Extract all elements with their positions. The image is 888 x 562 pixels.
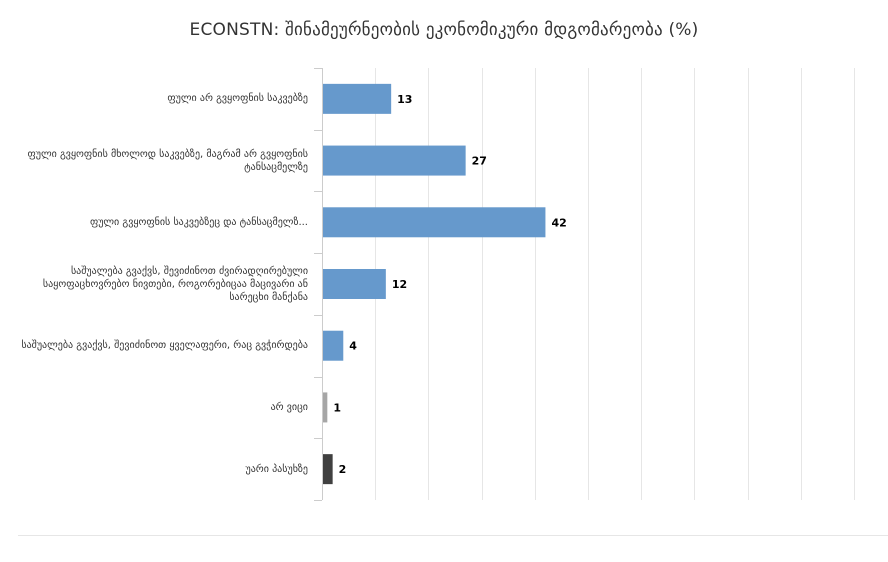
footer-divider — [18, 535, 888, 536]
bar[interactable] — [323, 392, 328, 423]
category-label: ფული არ გვყოფნის საკვებზე — [167, 93, 308, 105]
bar[interactable] — [323, 269, 386, 299]
category-label: ფული გვყოფნის საკვებზეც და ტანსაცმელზ... — [89, 216, 308, 228]
value-label: 42 — [551, 216, 566, 229]
category-label: უარი პასუხზე — [245, 463, 308, 475]
chart-title: ECONSTN: შინამეურნეობის ეკონომიკური მდგო… — [189, 20, 699, 40]
value-label: 27 — [472, 155, 487, 168]
value-label: 2 — [339, 463, 347, 476]
bars — [323, 83, 546, 485]
value-label: 13 — [397, 93, 412, 106]
grid-lines — [375, 68, 855, 500]
bar[interactable] — [323, 330, 344, 361]
category-label: არ ვიცი — [270, 401, 308, 413]
category-ticks — [314, 68, 322, 501]
value-label: 1 — [333, 401, 341, 414]
value-label: 4 — [349, 340, 357, 353]
category-label: საშუალება გვაქვს, შევიძინოთ ძვირადღირებუ… — [42, 265, 308, 303]
value-label: 12 — [392, 278, 407, 291]
bar[interactable] — [323, 454, 333, 485]
bar[interactable] — [323, 83, 392, 114]
bar[interactable] — [323, 207, 546, 238]
bar[interactable] — [323, 145, 466, 176]
category-label: საშუალება გვაქვს, შევიძინოთ ყველაფერი, რ… — [21, 340, 308, 352]
category-label: ფული გვყოფნის მხოლოდ საკვებზე, მაგრამ არ… — [27, 148, 308, 173]
